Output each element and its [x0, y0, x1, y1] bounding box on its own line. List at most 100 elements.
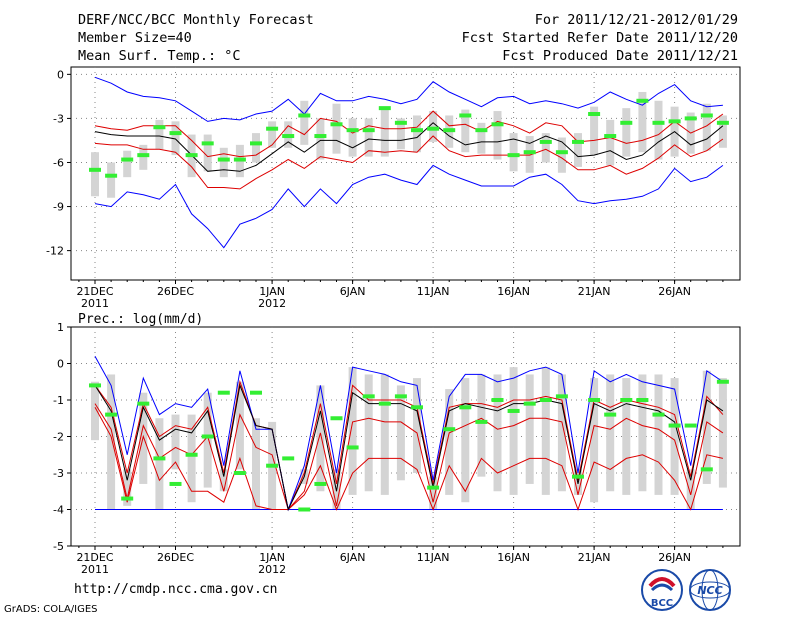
- spread-box: [574, 133, 582, 167]
- observed-marker: [105, 412, 118, 417]
- y-tick-label: 0: [57, 358, 64, 371]
- spread-box: [477, 374, 486, 477]
- observed-marker: [491, 122, 504, 127]
- observed-marker: [378, 401, 391, 406]
- x-tick-label: 21JAN: [578, 285, 611, 298]
- spread-box: [606, 119, 615, 166]
- spread-box: [252, 133, 260, 163]
- observed-marker: [572, 139, 584, 144]
- observed-marker: [330, 122, 343, 127]
- x-tick-label: 16JAN: [497, 551, 530, 564]
- observed-marker: [169, 481, 182, 486]
- observed-marker: [266, 126, 279, 131]
- observed-marker: [298, 507, 311, 512]
- observed-marker: [507, 408, 520, 413]
- spread-box: [525, 374, 534, 484]
- spread-box: [686, 469, 695, 510]
- y-tick-label: 0: [57, 68, 64, 81]
- x-tick-label: 1JAN: [259, 551, 285, 564]
- spread-box: [380, 108, 389, 157]
- spread-box: [413, 378, 421, 473]
- spread-box: [654, 374, 663, 495]
- spread-box: [670, 378, 679, 495]
- spread-box: [557, 137, 566, 173]
- observed-marker: [539, 398, 552, 402]
- observed-marker: [121, 157, 134, 162]
- spread-box: [364, 374, 373, 492]
- observed-marker: [250, 141, 262, 146]
- observed-marker: [137, 401, 150, 406]
- observed-marker: [233, 471, 246, 475]
- spread-box: [590, 106, 599, 156]
- series-ens-max: [94, 355, 724, 512]
- spread-box: [123, 469, 132, 506]
- y-tick-label: -12: [46, 245, 64, 258]
- observed-marker: [282, 134, 295, 139]
- precip-panel-title: Prec.: log(mm/d): [78, 312, 203, 327]
- chart-title: DERF/NCC/BCC Monthly Forecast: [78, 12, 314, 28]
- x-tick-label: 1JAN: [259, 285, 285, 298]
- series-spread-lo: [94, 135, 724, 190]
- spread-box: [541, 133, 550, 163]
- y-tick-label: 1: [57, 321, 64, 334]
- x-tick-label: 11JAN: [417, 285, 450, 298]
- spread-box: [396, 385, 405, 481]
- x-tick-label: 11JAN: [417, 551, 450, 564]
- spread-box: [702, 370, 711, 484]
- spread-box: [461, 378, 470, 503]
- observed-marker: [620, 120, 633, 125]
- observed-marker: [668, 119, 681, 124]
- spread-box: [316, 118, 325, 160]
- spread-box: [139, 144, 148, 170]
- member-size-label: Member Size=40: [78, 30, 192, 46]
- x-tick-year: 2012: [258, 297, 286, 310]
- series-spread-hi: [94, 379, 724, 512]
- spread-box: [155, 418, 164, 510]
- spread-box: [445, 389, 454, 495]
- spread-box: [171, 121, 180, 156]
- observed-marker: [475, 128, 488, 133]
- observed-marker: [314, 134, 327, 139]
- source-url[interactable]: http://cmdp.ncc.cma.gov.cn: [74, 582, 278, 597]
- spread-box: [364, 118, 373, 157]
- x-tick-label: 26DEC: [157, 285, 194, 298]
- observed-marker: [185, 452, 198, 457]
- spread-box: [107, 374, 116, 510]
- produced-date: Fcst Produced Date 2011/12/21: [502, 48, 738, 64]
- x-tick-label: 26JAN: [658, 285, 691, 298]
- spread-box: [477, 122, 486, 154]
- observed-marker: [572, 474, 584, 479]
- spread-box: [203, 134, 212, 172]
- y-tick-label: -5: [53, 540, 64, 553]
- y-tick-label: -3: [53, 112, 64, 125]
- x-tick-label: 6JAN: [340, 285, 366, 298]
- observed-marker: [89, 167, 101, 172]
- observed-marker: [362, 394, 375, 399]
- observed-marker: [298, 113, 311, 118]
- observed-marker: [121, 496, 134, 501]
- series-spread-hi: [94, 110, 724, 158]
- bcc-logo-text: BCC: [651, 598, 673, 609]
- bcc-logo: BCC: [641, 569, 683, 611]
- x-tick-label: 21DEC: [76, 551, 113, 564]
- observed-marker: [459, 113, 472, 118]
- observed-marker: [362, 128, 375, 133]
- observed-marker: [330, 416, 343, 421]
- observed-marker: [346, 128, 359, 133]
- spread-box: [718, 115, 727, 148]
- observed-marker: [684, 116, 697, 121]
- series-spread-lo2: [94, 407, 724, 511]
- spread-box: [638, 374, 647, 492]
- spread-box: [123, 150, 132, 178]
- spread-box: [541, 367, 550, 495]
- series-ens-min: [94, 164, 724, 249]
- spread-box: [187, 414, 196, 503]
- spread-box: [396, 118, 405, 150]
- x-tick-label: 21DEC: [76, 285, 113, 298]
- observed-marker: [652, 120, 665, 125]
- spread-box: [525, 136, 534, 173]
- observed-marker: [314, 481, 327, 486]
- x-tick-label: 16JAN: [497, 285, 530, 298]
- ncc-logo: NCC: [689, 569, 731, 611]
